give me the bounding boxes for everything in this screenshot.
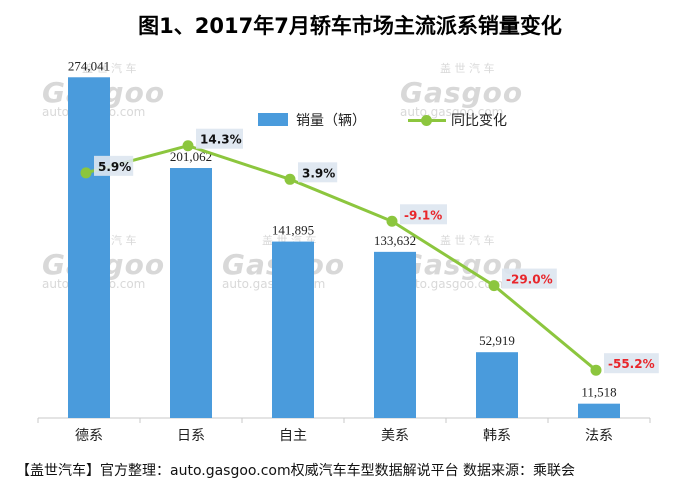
bar-value-label: 201,062	[170, 149, 212, 164]
yoy-value-label: -55.2%	[608, 357, 655, 371]
yoy-label-bg	[298, 162, 338, 183]
yoy-label-bg	[502, 268, 557, 289]
bar-value-label: 274,041	[68, 58, 110, 73]
category-label: 自主	[279, 428, 307, 444]
yoy-label-bg	[400, 204, 447, 225]
yoy-label-bg	[604, 353, 659, 374]
category-label: 日系	[177, 428, 205, 444]
yoy-marker	[284, 173, 296, 185]
yoy-marker	[182, 140, 194, 152]
legend-line-label: 同比变化	[451, 113, 507, 129]
yoy-marker	[488, 280, 500, 292]
yoy-value-label: -29.0%	[506, 273, 553, 287]
yoy-value-label: 5.9%	[98, 160, 131, 174]
source-footer: 【盖世汽车】官方整理：auto.gasgoo.com权威汽车车型数据解说平台 数…	[16, 463, 576, 479]
bar	[272, 241, 314, 418]
bar	[578, 403, 620, 418]
category-label: 美系	[381, 428, 409, 444]
yoy-line	[85, 144, 597, 372]
yoy-value-label: 14.3%	[200, 133, 242, 147]
bar-value-label: 133,632	[374, 233, 416, 248]
bar	[476, 352, 518, 418]
legend-bar-label: 销量（辆）	[296, 113, 366, 129]
yoy-marker	[386, 215, 398, 227]
legend-bar-swatch	[258, 113, 288, 126]
category-label: 韩系	[483, 428, 511, 444]
yoy-value-label: -9.1%	[404, 208, 442, 222]
yoy-label-bg	[196, 128, 243, 149]
category-label: 法系	[585, 428, 613, 444]
category-label: 德系	[75, 428, 103, 444]
yoy-label-bg	[94, 155, 134, 176]
bar	[374, 251, 416, 418]
yoy-value-label: 3.9%	[302, 166, 335, 180]
bar	[170, 168, 212, 418]
legend-line-marker	[421, 115, 432, 126]
bar-value-label: 11,518	[581, 385, 616, 400]
yoy-marker	[80, 167, 92, 179]
chart-title: 图1、2017年7月轿车市场主流派系销量变化	[138, 14, 562, 38]
bar	[68, 77, 110, 418]
bar-value-label: 141,895	[272, 223, 314, 238]
yoy-marker	[590, 364, 602, 376]
bar-value-label: 52,919	[479, 333, 515, 348]
